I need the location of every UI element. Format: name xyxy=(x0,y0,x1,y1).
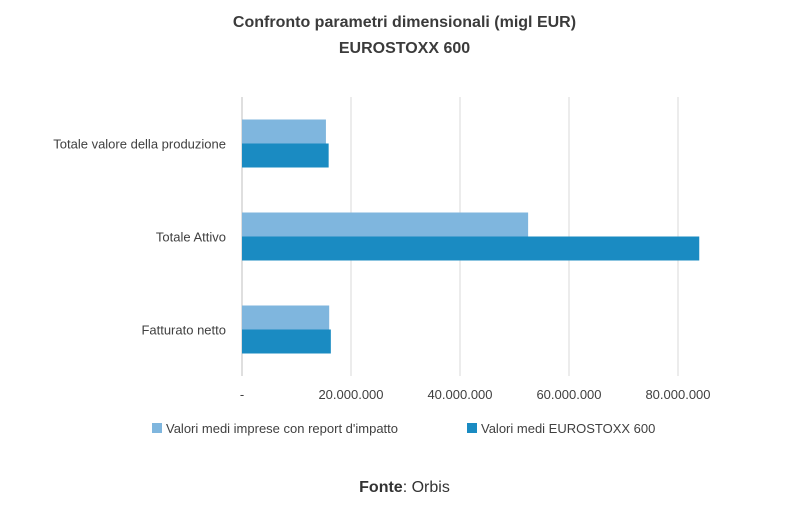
x-tick-label: 60.000.000 xyxy=(536,387,601,402)
x-tick-label: 40.000.000 xyxy=(427,387,492,402)
legend-swatch xyxy=(467,423,477,433)
x-tick-label: 20.000.000 xyxy=(318,387,383,402)
source-label: Fonte xyxy=(359,479,403,496)
bar xyxy=(242,329,331,354)
source-value: : Orbis xyxy=(402,479,450,496)
x-tick-label: 80.000.000 xyxy=(645,387,710,402)
bar xyxy=(242,212,529,237)
category-label: Fatturato netto xyxy=(141,323,226,338)
category-label: Totale Attivo xyxy=(156,230,226,245)
source-note: Fonte: Orbis xyxy=(0,479,809,497)
legend-swatch xyxy=(152,423,162,433)
bar xyxy=(242,236,700,261)
bar xyxy=(242,305,330,330)
chart-title: Confronto parametri dimensionali (migl E… xyxy=(232,14,577,31)
x-tick-label: - xyxy=(240,387,244,402)
bar-chart: Totale valore della produzione Totale Att… xyxy=(53,97,711,436)
legend-label: Valori medi EUROSTOXX 600 xyxy=(481,421,655,436)
legend-label: Valori medi imprese con report d'impatto xyxy=(166,421,398,436)
category-label: Totale valore della produzione xyxy=(53,137,226,152)
bar xyxy=(242,143,329,168)
chart-subtitle: EUROSTOXX 600 xyxy=(338,40,471,57)
bar xyxy=(242,119,326,144)
